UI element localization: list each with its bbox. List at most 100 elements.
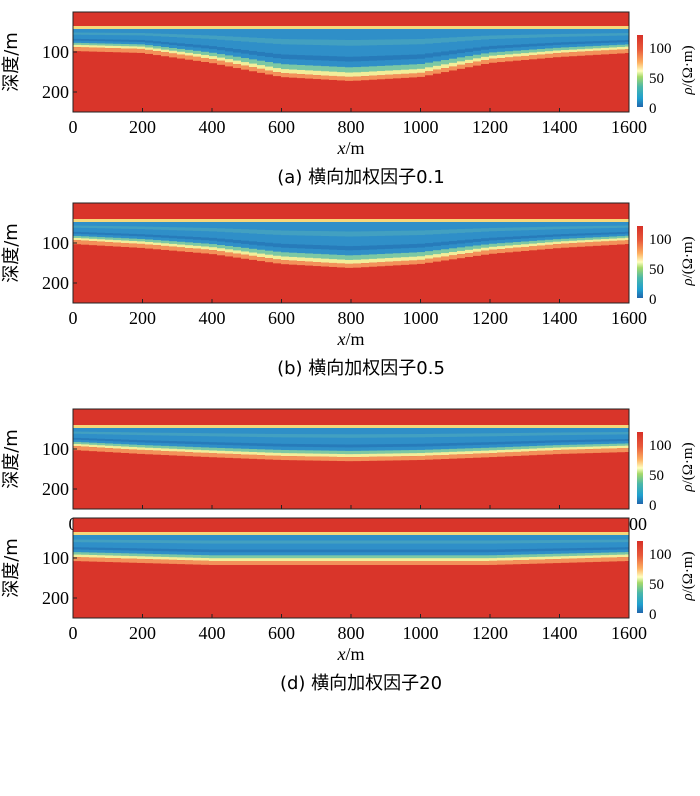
heatmap-column — [265, 219, 273, 263]
colorbar-tick-label: 0 — [649, 498, 657, 514]
heatmap-column — [193, 219, 201, 253]
heatmap-column — [593, 532, 601, 562]
heatmap-column — [81, 26, 89, 52]
heatmap-column — [489, 532, 497, 565]
heatmap-column — [425, 532, 433, 565]
heatmap-column — [385, 425, 393, 461]
heatmap-column — [585, 219, 593, 247]
heatmap-column — [609, 219, 617, 245]
heatmap-column — [585, 26, 593, 56]
heatmap-column — [569, 219, 577, 248]
x-tick-label: 400 — [199, 117, 226, 137]
heatmap-column — [153, 219, 161, 250]
x-axis-label: x/m — [336, 138, 364, 158]
x-tick-label: 1400 — [542, 623, 578, 643]
panel-2: 0 200 400 600 800 1000 1200 1400 1600100200深度/mx… — [1, 202, 696, 379]
heatmap-column — [177, 219, 185, 252]
heatmap-column — [449, 219, 457, 260]
heatmap-column — [433, 219, 441, 262]
y-tick-label: 200 — [42, 588, 69, 608]
heatmap-column — [481, 26, 489, 65]
heatmap-column — [289, 219, 297, 265]
y-tick-label: 200 — [42, 82, 69, 102]
colorbar — [637, 35, 643, 107]
heatmap-column — [529, 532, 537, 564]
heatmap-column — [529, 425, 537, 456]
heatmap-column — [81, 425, 89, 451]
heatmap-column — [377, 532, 385, 565]
heatmap-column — [465, 219, 473, 258]
heatmap-column — [145, 532, 153, 564]
heatmap-column — [409, 26, 417, 78]
heatmap-column — [249, 425, 257, 459]
heatmap-column — [625, 26, 629, 53]
heatmap-column — [121, 26, 129, 53]
heatmap-column — [529, 26, 537, 60]
heatmap-column — [569, 532, 577, 563]
heatmap-column — [337, 26, 345, 81]
heatmap-column — [537, 532, 545, 564]
heatmap-column — [289, 26, 297, 78]
heatmap-column — [417, 425, 425, 460]
heatmap-column — [401, 219, 409, 265]
colorbar-label: ρ/(Ω·m) — [680, 551, 696, 601]
heatmap-column — [377, 26, 385, 80]
heatmap-column — [449, 425, 457, 459]
heatmap-column — [169, 26, 177, 58]
heatmap-column — [137, 532, 145, 563]
heatmap-column — [265, 532, 273, 565]
x-tick-label: 1400 — [542, 117, 578, 137]
heatmap-column — [73, 219, 81, 245]
heatmap-column — [185, 219, 193, 253]
heatmap-column — [369, 219, 377, 267]
x-tick-label: 1200 — [472, 117, 508, 137]
heatmap-column — [505, 26, 513, 62]
heatmap-column — [321, 26, 329, 80]
heatmap-column — [553, 219, 561, 249]
heatmap-column — [97, 26, 105, 52]
x-tick-label: 0 — [69, 117, 78, 137]
heatmap-column — [153, 425, 161, 455]
heatmap-column — [529, 219, 537, 251]
heatmap-column — [233, 26, 241, 69]
heatmap-column — [233, 532, 241, 565]
heatmap-column — [97, 532, 105, 562]
heatmap-column — [561, 532, 569, 563]
heatmap-column — [457, 532, 465, 565]
x-tick-label: 1000 — [403, 623, 439, 643]
heatmap-column — [521, 425, 529, 456]
heatmap-column — [321, 425, 329, 461]
heatmap-column — [121, 425, 129, 453]
heatmap-column — [209, 26, 217, 64]
heatmap-column — [465, 425, 473, 459]
heatmap-column — [473, 26, 481, 66]
heatmap-column — [257, 532, 265, 565]
colorbar-tick-label: 100 — [649, 547, 672, 563]
heatmap-column — [305, 532, 313, 565]
heatmap-column — [409, 425, 417, 461]
heatmap-column — [473, 219, 481, 256]
heatmap-column — [425, 26, 433, 76]
heatmap-column — [465, 532, 473, 565]
x-tick-label: 400 — [199, 623, 226, 643]
heatmap-column — [145, 26, 153, 54]
panel-4: 0 200 400 600 800 1000 1200 1400 1600100200深度/mx… — [1, 517, 696, 694]
heatmap-column — [545, 26, 553, 58]
heatmap-column — [577, 425, 585, 454]
heatmap-column — [577, 26, 585, 56]
heatmap-column — [369, 425, 377, 461]
heatmap-column — [393, 219, 401, 266]
y-axis-label: 深度/m — [1, 32, 22, 92]
heatmap-column — [457, 26, 465, 69]
x-axis-label: x/m — [336, 644, 364, 664]
heatmap-column — [481, 425, 489, 458]
colorbar-label: ρ/(Ω·m) — [680, 442, 696, 492]
heatmap-column — [361, 532, 369, 565]
heatmap-column — [241, 26, 249, 70]
heatmap-column — [441, 425, 449, 460]
heatmap-column — [329, 425, 337, 461]
heatmap-column — [297, 425, 305, 461]
heatmap-column — [137, 26, 145, 53]
heatmap-column — [393, 532, 401, 565]
heatmap-column — [121, 532, 129, 563]
